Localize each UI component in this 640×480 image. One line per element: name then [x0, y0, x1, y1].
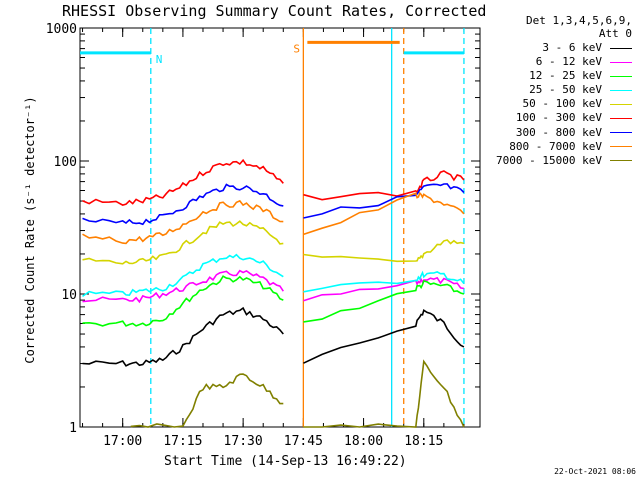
legend-entry: 25 - 50 keV	[496, 83, 632, 97]
y-tick-label: 1000	[46, 22, 77, 37]
y-tick-label: 10	[61, 288, 77, 303]
legend-label: 50 - 100 keV	[522, 97, 602, 111]
legend-entry: 800 - 7000 keV	[496, 140, 632, 154]
legend-entry: 6 - 12 keV	[496, 55, 632, 69]
series-line	[82, 306, 284, 367]
flag-label: S	[293, 42, 300, 55]
legend-swatch	[610, 146, 632, 148]
legend-header-line: Att 0	[598, 27, 632, 40]
legend-swatch	[610, 103, 632, 105]
legend-header-line: Det 1,3,4,5,6,9,	[526, 14, 632, 27]
legend-header: Det 1,3,4,5,6,9, Att 0	[526, 14, 632, 40]
time-markers	[150, 28, 465, 427]
legend-swatch	[610, 75, 632, 77]
timestamp: 22-Oct-2021 08:06	[554, 467, 636, 476]
series-line	[303, 309, 465, 364]
legend-swatch	[610, 89, 632, 91]
x-tick-label: 17:15	[163, 434, 202, 449]
legend-label: 100 - 300 keV	[515, 111, 602, 125]
y-tick-label: 1	[69, 421, 77, 436]
x-tick-label: 18:15	[404, 434, 443, 449]
series-line	[303, 170, 465, 201]
legend-entry: 7000 - 15000 keV	[496, 154, 632, 168]
x-tick-label: 17:45	[284, 434, 323, 449]
series-line	[82, 220, 284, 265]
x-tick-label: 17:30	[224, 434, 263, 449]
legend-label: 3 - 6 keV	[542, 41, 602, 54]
legend: 3 - 6 keV 6 - 12 keV 12 - 25 keV 25 - 50 ke…	[496, 41, 632, 168]
series-line	[303, 270, 465, 293]
legend-entry: 300 - 800 keV	[496, 126, 632, 140]
series-line	[82, 158, 284, 206]
legend-label: 7000 - 15000 keV	[496, 153, 602, 167]
series-line	[303, 359, 465, 428]
series-line	[303, 183, 465, 219]
x-axis-label: Start Time (14-Sep-13 16:49:22)	[164, 454, 407, 469]
series-line	[82, 183, 284, 226]
legend-swatch	[610, 47, 632, 49]
x-tick-label: 17:00	[103, 434, 142, 449]
legend-entry: 12 - 25 keV	[496, 69, 632, 83]
series-line	[303, 239, 465, 263]
legend-label: 800 - 7000 keV	[509, 139, 602, 153]
flag-label: N	[156, 53, 163, 66]
legend-swatch	[610, 160, 632, 162]
series-line	[82, 253, 284, 298]
series-line	[303, 276, 465, 302]
legend-label: 25 - 50 keV	[529, 83, 602, 97]
legend-swatch	[610, 61, 632, 63]
legend-entry: 50 - 100 keV	[496, 97, 632, 111]
flag-bars: NS	[80, 40, 464, 66]
series-line	[303, 191, 465, 236]
plot-area	[79, 27, 481, 428]
series-line	[303, 280, 465, 323]
legend-entry: 100 - 300 keV	[496, 111, 632, 125]
legend-label: 6 - 12 keV	[535, 55, 602, 69]
legend-swatch	[610, 132, 632, 134]
y-tick-label: 100	[54, 155, 77, 170]
chart-title: RHESSI Observing Summary Count Rates, Co…	[62, 2, 487, 20]
legend-entry: 3 - 6 keV	[496, 41, 632, 55]
x-tick-label: 18:00	[344, 434, 383, 449]
series-line	[82, 199, 284, 245]
legend-label: 300 - 800 keV	[515, 125, 602, 139]
series-line	[82, 275, 284, 327]
legend-swatch	[610, 118, 632, 120]
y-axis-label: Corrected Count Rate (s⁻¹ detector⁻¹)	[23, 96, 37, 363]
legend-label: 12 - 25 keV	[529, 69, 602, 83]
series-line	[130, 373, 284, 428]
series-line	[82, 269, 284, 304]
series-lines	[82, 158, 465, 428]
